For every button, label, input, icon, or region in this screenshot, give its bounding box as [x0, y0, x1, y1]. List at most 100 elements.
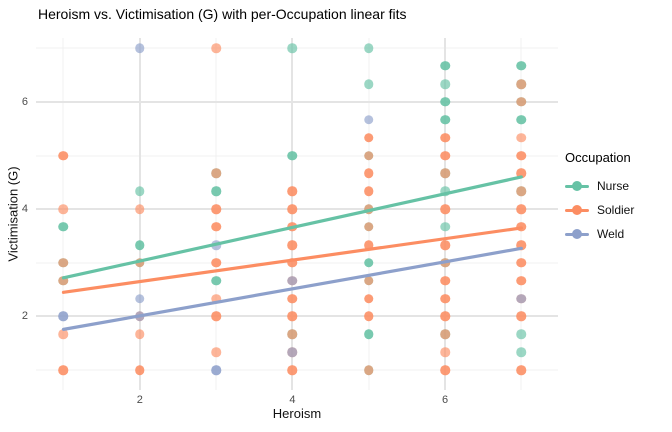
- scatter-point: [211, 275, 221, 286]
- scatter-point: [363, 222, 374, 232]
- gridline-x-minor: [62, 38, 64, 390]
- scatter-point: [440, 204, 450, 214]
- scatter-point: [516, 204, 527, 214]
- y-tick-label: 2: [21, 310, 28, 323]
- scatter-point: [363, 258, 374, 268]
- scatter-point: [287, 311, 298, 322]
- scatter-point: [135, 43, 145, 53]
- scatter-point: [440, 133, 450, 143]
- scatter-point: [211, 204, 221, 214]
- gridline-x-minor: [215, 38, 217, 390]
- scatter-point: [211, 311, 221, 322]
- scatter-point: [135, 204, 145, 214]
- scatter-point: [58, 365, 69, 375]
- legend: Occupation Nurse Soldier Weld: [565, 150, 634, 246]
- plot-panel: 2 4 6 2 4 6: [22, 38, 558, 406]
- scatter-point: [58, 258, 69, 268]
- y-tick-label: 4: [21, 203, 28, 216]
- scatter-point: [135, 258, 145, 268]
- chart-title: Heroism vs. Victimisation (G) with per-O…: [38, 6, 407, 22]
- scatter-point: [287, 150, 298, 161]
- fit-line-nurse: [61, 175, 523, 280]
- fit-line-soldier: [61, 226, 523, 294]
- scatter-point: [516, 114, 527, 125]
- scatter-point: [363, 133, 374, 143]
- legend-label: Nurse: [597, 179, 630, 193]
- scatter-point: [440, 240, 450, 250]
- scatter-point: [440, 79, 450, 89]
- scatter-point: [211, 222, 221, 232]
- legend-item-soldier: Soldier: [565, 198, 634, 222]
- y-tick-label: 6: [21, 95, 28, 108]
- gridline-y-major: [36, 100, 558, 103]
- scatter-point: [440, 114, 450, 125]
- scatter-point: [440, 168, 450, 178]
- x-axis-label: Heroism: [272, 406, 322, 421]
- x-tick-label: 2: [136, 394, 143, 406]
- scatter-point: [287, 275, 298, 286]
- legend-item-nurse: Nurse: [565, 174, 634, 198]
- scatter-point: [135, 294, 145, 304]
- scatter-point: [516, 347, 527, 358]
- scatter-point: [58, 204, 69, 214]
- scatter-point: [135, 240, 145, 250]
- legend-key-weld-icon: [565, 228, 589, 240]
- scatter-point: [516, 240, 527, 250]
- scatter-point: [211, 294, 221, 304]
- scatter-point: [516, 133, 527, 143]
- legend-label: Soldier: [597, 203, 635, 217]
- scatter-point: [363, 329, 374, 339]
- scatter-point: [287, 347, 298, 358]
- gridline-x-minor: [520, 38, 522, 390]
- scatter-point: [516, 275, 527, 286]
- scatter-point: [135, 186, 145, 197]
- scatter-point: [516, 150, 527, 161]
- gridline-x-major: [444, 38, 447, 390]
- scatter-point: [516, 258, 527, 268]
- scatter-point: [363, 150, 374, 161]
- scatter-point: [440, 150, 450, 161]
- scatter-point: [135, 329, 145, 339]
- scatter-point: [287, 329, 298, 339]
- scatter-point: [211, 258, 221, 268]
- scatter-point: [516, 61, 527, 71]
- scatter-point: [440, 311, 450, 322]
- scatter-point: [211, 365, 221, 375]
- scatter-point: [516, 365, 527, 375]
- scatter-point: [440, 365, 450, 375]
- scatter-point: [440, 329, 450, 339]
- scatter-point: [58, 222, 69, 232]
- scatter-point: [363, 275, 374, 286]
- scatter-point: [58, 311, 69, 322]
- legend-key-soldier-icon: [565, 204, 589, 216]
- scatter-point: [287, 186, 298, 197]
- scatter-point: [363, 240, 374, 250]
- scatter-point: [516, 97, 527, 107]
- gridline-x-minor: [368, 38, 370, 390]
- legend-key-nurse-icon: [565, 180, 589, 192]
- scatter-point: [363, 294, 374, 304]
- x-tick-label: 4: [289, 394, 296, 406]
- scatter-point: [440, 275, 450, 286]
- scatter-point: [211, 168, 221, 178]
- y-axis-label: Victimisation (G): [5, 166, 21, 262]
- gridline-x-major: [138, 38, 141, 390]
- gridline-x-major: [291, 38, 294, 390]
- scatter-point: [363, 114, 374, 125]
- fit-line-weld: [61, 246, 523, 331]
- scatter-point: [287, 365, 298, 375]
- scatter-point: [516, 79, 527, 89]
- scatter-point: [363, 79, 374, 89]
- scatter-point: [516, 294, 527, 304]
- scatter-point: [58, 275, 69, 286]
- scatter-point: [287, 204, 298, 214]
- scatter-point: [211, 186, 221, 197]
- scatter-point: [363, 311, 374, 322]
- legend-title: Occupation: [565, 150, 631, 165]
- scatter-point: [516, 168, 527, 178]
- scatter-point: [135, 365, 145, 375]
- scatter-point: [440, 294, 450, 304]
- scatter-point: [287, 43, 298, 53]
- fit-lines: [61, 175, 523, 331]
